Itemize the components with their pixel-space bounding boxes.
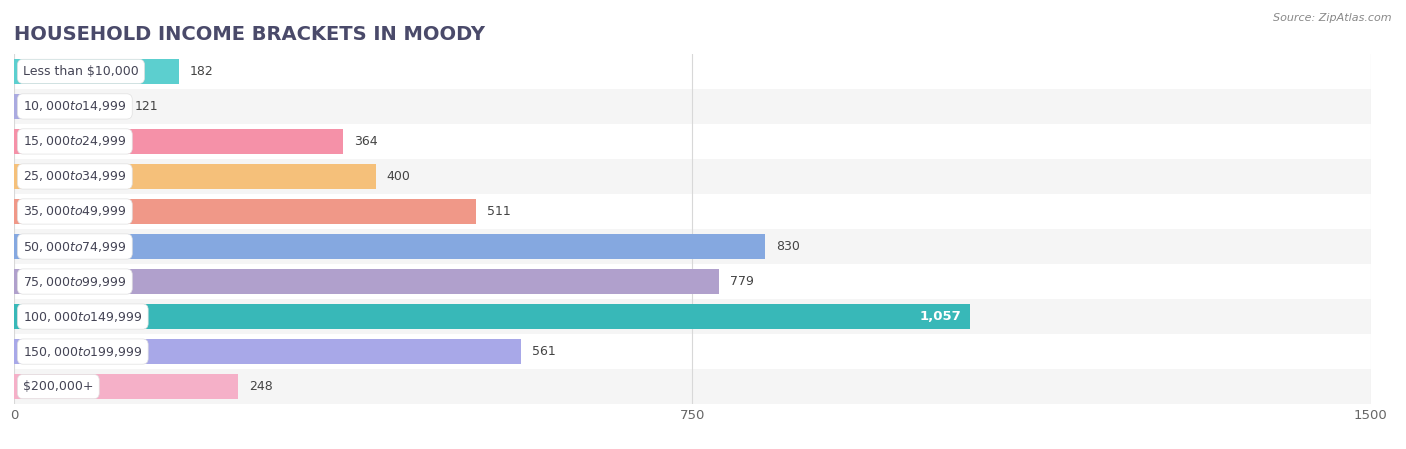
Bar <box>14 199 477 224</box>
Text: 182: 182 <box>190 65 214 78</box>
Text: HOUSEHOLD INCOME BRACKETS IN MOODY: HOUSEHOLD INCOME BRACKETS IN MOODY <box>14 25 485 44</box>
Text: 830: 830 <box>776 240 800 253</box>
Bar <box>14 59 179 84</box>
Text: $200,000+: $200,000+ <box>22 380 94 393</box>
Bar <box>14 164 375 189</box>
Text: $100,000 to $149,999: $100,000 to $149,999 <box>22 309 142 324</box>
Text: Less than $10,000: Less than $10,000 <box>22 65 139 78</box>
Bar <box>14 369 1371 404</box>
Bar <box>14 159 1371 194</box>
Text: $35,000 to $49,999: $35,000 to $49,999 <box>22 204 127 219</box>
Text: 364: 364 <box>354 135 378 148</box>
Bar <box>14 129 343 154</box>
Text: 121: 121 <box>135 100 157 113</box>
Bar <box>14 339 522 364</box>
Text: $75,000 to $99,999: $75,000 to $99,999 <box>22 274 127 289</box>
Text: 400: 400 <box>387 170 411 183</box>
Bar <box>14 264 1371 299</box>
Bar <box>14 89 1371 124</box>
Bar <box>14 334 1371 369</box>
Bar <box>14 234 765 259</box>
Text: 511: 511 <box>486 205 510 218</box>
Bar <box>14 299 1371 334</box>
Text: 248: 248 <box>249 380 273 393</box>
Text: $50,000 to $74,999: $50,000 to $74,999 <box>22 239 127 254</box>
Text: 561: 561 <box>533 345 557 358</box>
Text: $25,000 to $34,999: $25,000 to $34,999 <box>22 169 127 184</box>
Bar <box>14 229 1371 264</box>
Bar <box>14 54 1371 89</box>
Text: 779: 779 <box>730 275 754 288</box>
Bar <box>14 374 239 399</box>
Bar <box>14 194 1371 229</box>
Text: Source: ZipAtlas.com: Source: ZipAtlas.com <box>1274 13 1392 23</box>
Text: 1,057: 1,057 <box>920 310 962 323</box>
Text: $150,000 to $199,999: $150,000 to $199,999 <box>22 344 142 359</box>
Bar <box>14 124 1371 159</box>
Text: $10,000 to $14,999: $10,000 to $14,999 <box>22 99 127 114</box>
Bar <box>14 304 970 329</box>
Bar <box>14 94 124 119</box>
Bar <box>14 269 718 294</box>
Text: $15,000 to $24,999: $15,000 to $24,999 <box>22 134 127 149</box>
